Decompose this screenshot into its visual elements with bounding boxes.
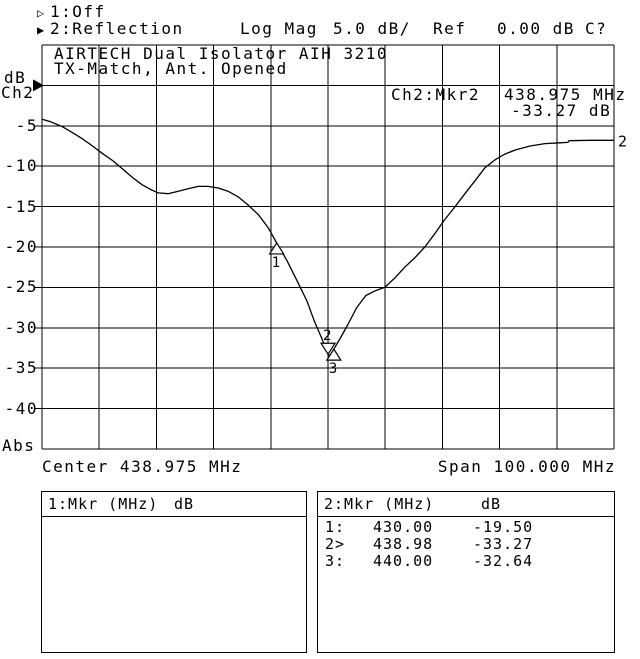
trace-number-label: 2	[618, 132, 629, 150]
marker-3-triangle-icon	[325, 348, 342, 361]
marker-row-level: -19.50	[473, 518, 534, 536]
marker-readout-value: -33.27 dB	[511, 101, 612, 120]
format-label: Log Mag	[240, 19, 318, 38]
marker-3-label: 3	[329, 361, 339, 377]
marker-table-2-unit: dB	[481, 495, 502, 513]
channel1-select-icon: ▷	[37, 6, 45, 20]
ref-value: 0.00 dB	[497, 19, 575, 38]
marker-row-number: 2>	[325, 535, 346, 553]
ref-level-arrow-icon	[33, 79, 44, 92]
screen-title-line2: TX-Match, Ant. Opened	[54, 59, 288, 78]
ref-label: Ref	[433, 19, 467, 38]
marker-readout-channel: Ch2:Mkr2	[391, 85, 481, 104]
screen-title-line1: AIRTECH Dual Isolator AIH 3210	[54, 44, 388, 63]
y-axis-unit: dB	[4, 68, 27, 87]
marker-2-label: 2	[323, 328, 333, 344]
center-frequency-label: Center 438.975 MHz	[42, 457, 243, 476]
channel2-select-icon: ▶	[37, 23, 45, 37]
scale-per-div: 5.0 dB/	[333, 19, 411, 38]
marker-table-row: 2> 438.98 -33.27	[318, 535, 614, 553]
marker-2-triangle-icon	[319, 342, 337, 356]
y-tick-label: -30	[4, 317, 38, 337]
marker-row-number: 3:	[325, 552, 346, 570]
y-tick-label: -15	[4, 196, 38, 216]
y-tick-label: -35	[4, 358, 38, 378]
marker-table-channel2: 2:Mkr (MHz) dB 1: 430.00 -19.50 2> 438.98 -33…	[317, 491, 615, 653]
marker-table-1-unit: dB	[174, 495, 195, 513]
marker-table-2-title: 2:Mkr (MHz)	[324, 495, 435, 513]
y-tick-label: -25	[4, 277, 38, 297]
marker-table-2-header: 2:Mkr (MHz) dB	[318, 492, 614, 517]
marker-table-1-header: 1:Mkr (MHz) dB	[42, 492, 306, 517]
marker-row-frequency: 430.00	[373, 518, 434, 536]
y-tick-label: -10	[4, 156, 38, 176]
marker-1-label: 1	[272, 255, 282, 271]
y-axis-channel: Ch2	[1, 83, 35, 102]
channel2-measurement: 2:Reflection	[50, 19, 184, 38]
channel1-status: 1:Off	[50, 2, 106, 21]
marker-readout-frequency: 438.975 MHz	[504, 85, 627, 104]
cal-status: C?	[585, 19, 608, 38]
marker-table-1-title: 1:Mkr (MHz)	[48, 495, 159, 513]
marker-table-2-rows: 1: 430.00 -19.50 2> 438.98 -33.27 3: 440.00 -32.…	[318, 518, 614, 570]
marker-1-triangle-icon	[268, 241, 285, 255]
y-axis-mode: Abs	[2, 436, 36, 455]
y-tick-label: -20	[4, 237, 38, 256]
marker-row-level: -32.64	[473, 552, 534, 570]
trace-channel2	[41, 118, 615, 357]
span-frequency-label: Span 100.000 MHz	[437, 457, 616, 476]
y-tick-label: -40	[4, 398, 38, 418]
marker-row-level: -33.27	[473, 535, 534, 553]
marker-row-number: 1:	[325, 518, 346, 536]
marker-table-channel1: 1:Mkr (MHz) dB	[41, 491, 307, 653]
marker-row-frequency: 440.00	[373, 552, 434, 570]
y-tick-label: -5	[15, 115, 38, 135]
marker-table-row: 3: 440.00 -32.64	[318, 552, 614, 570]
marker-row-frequency: 438.98	[373, 535, 434, 553]
marker-table-row: 1: 430.00 -19.50	[318, 518, 614, 536]
